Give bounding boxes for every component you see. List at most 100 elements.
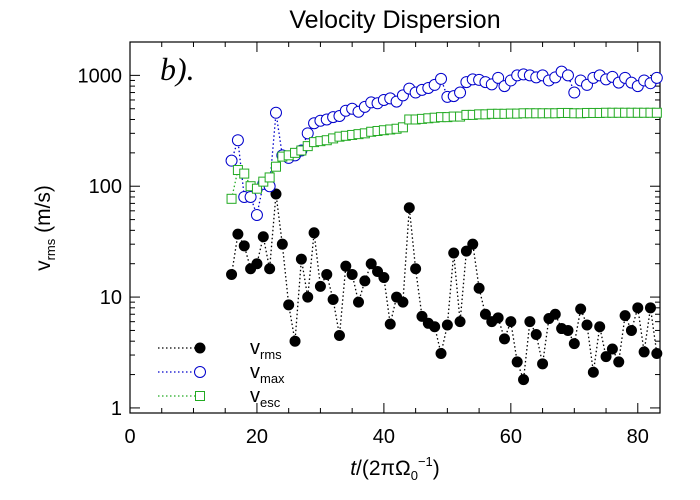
data-point (454, 316, 466, 328)
data-point (651, 347, 663, 359)
data-point (384, 318, 396, 330)
data-point (239, 168, 250, 179)
data-point (346, 268, 358, 280)
x-axis-label: t/(2πΩ0−1) (350, 454, 440, 483)
data-point (226, 268, 238, 280)
data-point (650, 71, 663, 84)
data-point (327, 294, 339, 306)
legend-label-sub: max (260, 371, 285, 386)
data-point (441, 319, 453, 331)
data-point (302, 291, 314, 303)
data-point (308, 227, 320, 239)
data-point (314, 280, 326, 292)
data-point (283, 299, 295, 311)
data-point (270, 188, 282, 200)
legend-label-main: v (250, 385, 260, 407)
data-point (638, 346, 650, 358)
y-label-part: v (32, 260, 55, 271)
x-label-part: /(2πΩ (356, 457, 411, 480)
y-tick-label: 100 (89, 176, 122, 198)
chart-title: Velocity Dispersion (289, 6, 500, 34)
data-point (403, 202, 415, 214)
data-point (264, 263, 276, 275)
legend-label: vesc (250, 385, 281, 410)
legend-label-main: v (250, 337, 260, 359)
y-tick-label: 10 (100, 287, 122, 309)
legend-marker (195, 391, 205, 401)
y-axis-label: vrms (m/s) (32, 185, 58, 271)
data-point (269, 106, 282, 119)
legend-label-main: v (250, 361, 260, 383)
y-tick-label: 1000 (78, 65, 123, 87)
data-point (225, 154, 238, 167)
data-point (600, 351, 612, 363)
data-point (568, 338, 580, 350)
data-point (410, 263, 422, 275)
data-point (568, 86, 581, 99)
legend-label: vrms (250, 337, 282, 362)
legend-marker (194, 342, 206, 354)
data-point (359, 275, 371, 287)
data-point (238, 240, 250, 252)
data-point (575, 303, 587, 315)
x-tick-label: 80 (627, 426, 649, 448)
x-label-part: t (350, 457, 357, 480)
data-point (549, 308, 561, 320)
data-point (435, 72, 448, 85)
data-point (581, 319, 593, 331)
y-label-sub: rms (43, 238, 58, 260)
data-point (232, 228, 244, 240)
data-point (226, 193, 237, 204)
data-point (301, 127, 314, 140)
y-label-part: (m/s) (32, 185, 55, 239)
data-point (537, 358, 549, 370)
x-label-sub: 0 (411, 468, 418, 483)
legend-label-sub: esc (260, 395, 281, 410)
data-point (251, 258, 263, 270)
data-point (511, 356, 523, 368)
data-point (530, 328, 542, 340)
data-point (276, 238, 288, 250)
data-point (264, 172, 275, 183)
x-label-part: ) (433, 457, 440, 480)
x-tick-label: 20 (246, 426, 268, 448)
data-point (594, 321, 606, 333)
x-tick-label: 0 (124, 426, 135, 448)
data-point (397, 296, 409, 308)
legend-label: vmax (250, 361, 285, 386)
data-point (562, 324, 574, 336)
data-point (397, 122, 408, 133)
legend-label-sub: rms (260, 347, 282, 362)
data-point (651, 107, 662, 118)
data-point (460, 245, 472, 257)
data-point (250, 209, 263, 222)
data-point (467, 238, 479, 250)
data-point (619, 310, 631, 322)
data-point (429, 321, 441, 333)
data-point (340, 260, 352, 272)
data-point (498, 333, 510, 345)
data-point (518, 374, 530, 386)
x-tick-label: 60 (500, 426, 522, 448)
data-point (270, 161, 281, 172)
data-point (492, 71, 505, 84)
x-label-sup: −1 (418, 454, 433, 469)
data-point (613, 356, 625, 368)
plot-frame (129, 41, 661, 414)
data-point (257, 231, 269, 243)
data-point (632, 302, 644, 314)
data-point (416, 310, 428, 322)
legend-marker (194, 366, 206, 378)
data-point (378, 272, 390, 284)
data-point (454, 86, 467, 99)
data-point (561, 69, 574, 82)
data-point (251, 183, 262, 194)
data-point (365, 258, 377, 270)
data-point (435, 347, 447, 359)
data-point (231, 134, 244, 147)
data-point (353, 296, 365, 308)
x-tick-label: 40 (373, 426, 395, 448)
data-point (644, 302, 656, 314)
data-point (587, 366, 599, 378)
